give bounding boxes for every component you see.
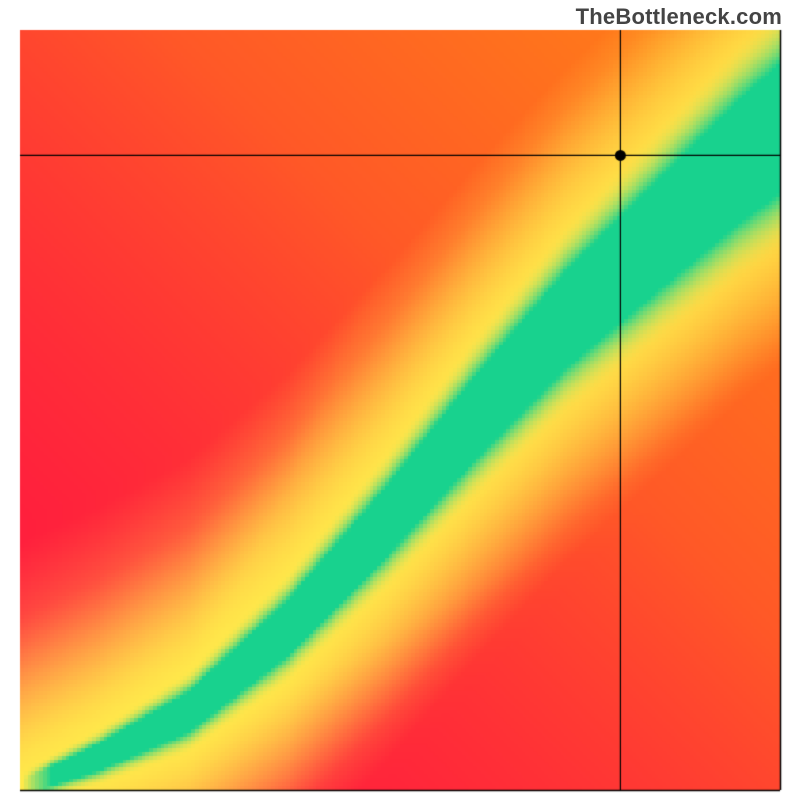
- watermark-text: TheBottleneck.com: [576, 4, 782, 30]
- chart-container: TheBottleneck.com: [0, 0, 800, 800]
- heatmap-canvas: [0, 0, 800, 800]
